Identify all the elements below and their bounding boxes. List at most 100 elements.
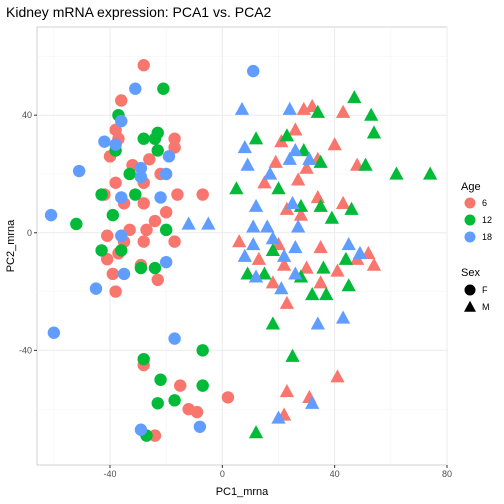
legend-sex-key — [464, 300, 476, 312]
legend: Age 6 12 18 Sex FM — [461, 181, 492, 312]
data-point — [134, 170, 148, 184]
data-point — [366, 257, 382, 271]
data-point — [327, 137, 342, 151]
y-axis-title: PC2_mrna — [5, 219, 17, 272]
data-point — [106, 267, 120, 281]
data-point — [234, 101, 250, 115]
data-point — [134, 161, 148, 175]
data-point — [190, 405, 204, 419]
data-point — [316, 260, 331, 274]
data-point — [358, 157, 373, 171]
data-point — [168, 394, 181, 407]
data-point — [168, 235, 181, 248]
data-point — [237, 248, 252, 262]
data-point — [154, 191, 167, 204]
data-point — [265, 275, 281, 289]
legend-age-entries: 6 12 18 — [464, 197, 492, 243]
data-point — [305, 395, 320, 409]
data-point — [115, 229, 128, 242]
data-point — [319, 287, 334, 301]
data-point — [288, 266, 303, 280]
data-point — [171, 188, 184, 201]
data-point — [276, 257, 292, 271]
data-point — [47, 326, 61, 339]
data-point — [134, 423, 148, 436]
data-point — [140, 223, 153, 237]
data-point — [137, 352, 150, 366]
data-point — [95, 244, 108, 257]
x-axis-ticks: -40 0 40 80 — [104, 465, 452, 479]
data-point — [313, 239, 328, 254]
data-point — [288, 239, 303, 254]
data-point — [143, 153, 156, 166]
legend-sex-label: F — [482, 285, 488, 295]
x-tick-label: 0 — [220, 469, 225, 479]
data-point — [330, 263, 345, 277]
data-point — [159, 223, 173, 237]
data-point — [196, 344, 209, 357]
data-point — [137, 132, 150, 145]
data-point — [423, 166, 438, 180]
data-point — [291, 219, 306, 233]
data-point — [271, 181, 286, 195]
data-point — [335, 310, 351, 324]
data-point — [246, 219, 261, 233]
data-point — [232, 234, 247, 248]
data-point — [268, 154, 283, 168]
data-point — [279, 295, 295, 309]
data-point — [101, 229, 114, 242]
data-point — [302, 151, 317, 165]
y-tick-label: -40 — [19, 345, 32, 355]
data-point — [229, 181, 244, 195]
data-point — [129, 188, 142, 201]
data-point — [193, 420, 207, 433]
data-point — [338, 251, 354, 265]
data-point — [162, 150, 176, 163]
data-point — [324, 210, 339, 224]
legend-age-title: Age — [461, 181, 481, 193]
data-point — [341, 278, 356, 292]
data-point — [123, 167, 136, 181]
data-point — [137, 197, 150, 210]
data-point — [330, 369, 345, 383]
x-tick-label: 40 — [330, 469, 340, 479]
legend-age-label: 6 — [482, 198, 487, 208]
data-point — [262, 166, 278, 180]
data-point — [240, 266, 255, 280]
data-point — [89, 282, 103, 295]
data-point — [279, 384, 295, 398]
data-point — [271, 410, 286, 424]
data-point — [237, 140, 252, 154]
data-point — [157, 82, 170, 95]
data-point — [196, 379, 209, 392]
data-point — [115, 244, 128, 257]
data-point — [246, 237, 261, 251]
data-point — [151, 144, 164, 157]
data-point — [285, 348, 300, 362]
data-point — [265, 231, 281, 245]
data-point — [109, 176, 122, 189]
data-point — [260, 219, 275, 233]
data-point — [389, 166, 404, 180]
legend-sex-title: Sex — [461, 267, 480, 279]
data-point — [310, 190, 325, 204]
data-point — [101, 253, 114, 266]
data-point — [248, 198, 264, 212]
data-point — [282, 101, 297, 115]
x-tick-label: 80 — [442, 469, 452, 479]
data-point — [335, 104, 351, 118]
data-point — [344, 201, 359, 215]
legend-age-label: 12 — [482, 215, 492, 225]
y-axis-ticks: -40 0 40 — [19, 110, 37, 355]
data-point — [335, 195, 351, 209]
data-point — [148, 214, 162, 228]
data-point — [347, 90, 362, 104]
data-point — [201, 216, 216, 230]
legend-age-label: 18 — [482, 232, 492, 242]
data-point — [168, 141, 181, 154]
data-point — [276, 248, 292, 262]
data-point — [174, 379, 187, 392]
data-point — [44, 208, 58, 222]
minor-gridlines — [37, 27, 447, 465]
